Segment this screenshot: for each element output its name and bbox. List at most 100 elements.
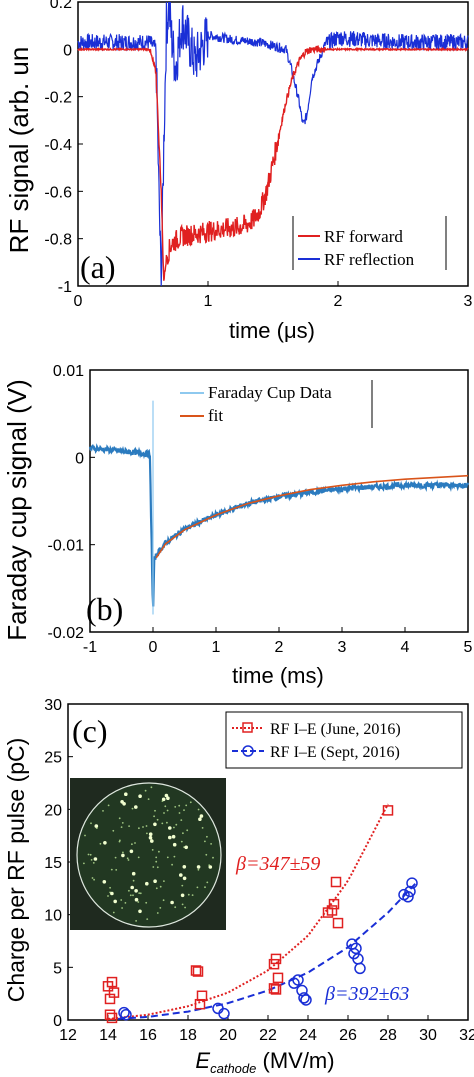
panel-c-inset-emitter bbox=[127, 859, 130, 861]
panel-c-inset-emitter bbox=[134, 889, 138, 893]
panel-a-ytick-label: -0.6 bbox=[44, 184, 72, 201]
panel-b-legend-fit: fit bbox=[208, 406, 223, 425]
panel-c-inset-emitter bbox=[208, 865, 213, 869]
panel-c-inset-emitter bbox=[120, 826, 123, 828]
panel-b-ticks: -1 0 1 2 3 4 5 0.01 0 -0.01 -0.02 bbox=[48, 363, 473, 656]
panel-c-point-june bbox=[196, 990, 208, 1002]
panel-c-inset-emitter bbox=[110, 868, 113, 871]
panel-c-point-sept bbox=[350, 942, 362, 955]
panel-b: -1 0 1 2 3 4 5 0.01 0 -0.01 -0.02 Faraday cup sign… bbox=[2, 363, 473, 688]
panel-c-inset-emitter bbox=[184, 906, 187, 909]
panel-c-inset-emitter bbox=[122, 851, 124, 854]
panel-c-xtick-label: 26 bbox=[339, 1027, 357, 1044]
panel-b-ylabel: Faraday cup signal (V) bbox=[2, 379, 32, 641]
panel-c-inset-emitter bbox=[161, 822, 164, 825]
panel-c-ytick-label: 0 bbox=[53, 1013, 62, 1030]
panel-c-inset-emitter bbox=[112, 911, 115, 914]
panel-c-inset-emitter bbox=[115, 869, 118, 871]
panel-c-ylabel: Charge per RF pulse (pC) bbox=[3, 738, 29, 1003]
panel-c-inset-emitter bbox=[178, 804, 181, 807]
panel-c-inset-emitter bbox=[99, 842, 102, 845]
panel-c-point-june bbox=[332, 917, 344, 929]
panel-c-inset-emitter bbox=[206, 881, 209, 884]
panel-c-inset-emitter bbox=[110, 891, 114, 896]
panel-a-xtick-label: 1 bbox=[204, 293, 213, 310]
panel-c-inset-emitter bbox=[83, 862, 85, 865]
panel-b-xtick-label: 0 bbox=[149, 639, 158, 656]
panel-c-ytick-label: 25 bbox=[44, 750, 62, 767]
panel-b-xtick-label: 2 bbox=[275, 639, 284, 656]
panel-c-inset-emitter bbox=[166, 821, 168, 824]
panel-c: 12 14 16 18 20 22 24 26 28 30 32 0 5 10 15 20 25 30 Charg… bbox=[3, 697, 474, 1076]
panel-c-inset-emitter bbox=[137, 901, 140, 903]
panel-c-inset-emitter bbox=[93, 878, 95, 881]
panel-c-inset-emitter bbox=[186, 829, 189, 832]
panel-c-inset-emitter bbox=[90, 859, 93, 861]
panel-c-inset-emitter bbox=[178, 812, 181, 814]
panel-b-xlabel: time (ms) bbox=[232, 663, 324, 688]
panel-c-point-june bbox=[382, 805, 394, 816]
panel-c-inset-emitter bbox=[173, 826, 175, 829]
panel-c-inset-emitter bbox=[205, 853, 208, 856]
panel-c-inset-ring bbox=[76, 782, 222, 928]
panel-c-inset-emitter bbox=[159, 907, 162, 909]
panel-c-inset-emitter bbox=[95, 827, 98, 829]
panel-c-inset-emitter bbox=[124, 902, 127, 904]
panel-c-inset-emitter bbox=[158, 850, 160, 853]
panel-c-inset-emitter bbox=[196, 886, 199, 889]
panel-c-inset-emitter bbox=[172, 842, 177, 847]
panel-b-xtick-label: 5 bbox=[464, 639, 473, 656]
panel-b-series-data bbox=[88, 443, 470, 607]
panel-c-inset-emitter bbox=[210, 843, 213, 845]
panel-c-inset-emitter bbox=[137, 856, 140, 859]
panel-c-inset-emitter bbox=[171, 863, 174, 866]
panel-c-inset-emitter bbox=[182, 865, 187, 869]
panel-a-lines bbox=[77, 1, 469, 287]
panel-c-xlabel-sub: cathode bbox=[210, 1061, 256, 1076]
panel-c-inset-emitter bbox=[206, 835, 208, 838]
panel-c-inset-emitter bbox=[181, 884, 184, 887]
panel-c-xtick-label: 24 bbox=[299, 1027, 317, 1044]
panel-b-label: (b) bbox=[86, 591, 123, 627]
panel-c-ytick-label: 10 bbox=[44, 908, 62, 925]
panel-c-xtick-label: 22 bbox=[259, 1027, 277, 1044]
panel-c-inset-emitter bbox=[129, 894, 132, 897]
panel-c-legend-marker-june bbox=[242, 722, 253, 733]
panel-c-xtick-label: 18 bbox=[179, 1027, 197, 1044]
panel-c-point-sept bbox=[346, 938, 358, 950]
panel-c-xtick-label: 20 bbox=[219, 1027, 237, 1044]
panel-c-inset-emitter bbox=[89, 853, 92, 856]
panel-c-inset-emitter bbox=[204, 840, 206, 843]
panel-c-points bbox=[102, 805, 418, 1024]
panel-c-inset-emitter bbox=[164, 793, 169, 798]
panel-c-xtick-label: 12 bbox=[59, 1027, 77, 1044]
panel-b-lines bbox=[88, 400, 470, 615]
panel-c-inset-emitter bbox=[153, 815, 156, 818]
panel-c-inset-emitter bbox=[121, 853, 125, 858]
panel-c-point-june bbox=[330, 876, 342, 888]
panel-c-inset-emitter bbox=[156, 912, 159, 914]
panel-c-inset-emitter bbox=[199, 814, 204, 818]
panel-c-inset-emitter bbox=[201, 827, 204, 829]
panel-a-legend-reflection: RF reflection bbox=[324, 250, 415, 269]
panel-c-inset-emitter bbox=[197, 868, 200, 871]
panel-a-xtick-label: 2 bbox=[334, 293, 343, 310]
panel-c-inset-emitter bbox=[107, 895, 109, 897]
panel-b-legend-data: Faraday Cup Data bbox=[208, 383, 332, 402]
panel-c-inset-emitter bbox=[134, 805, 138, 809]
panel-c-inset-emitter bbox=[107, 804, 110, 807]
panel-c-inset-emitter bbox=[102, 810, 104, 812]
panel-a-ytick-label: 0.2 bbox=[50, 0, 72, 12]
panel-c-inset-emitter bbox=[164, 805, 167, 808]
panel-c-inset-emitter bbox=[131, 843, 133, 846]
panel-c-inset-emitter bbox=[103, 841, 107, 845]
panel-c-inset-emitter bbox=[145, 901, 148, 904]
panel-c-xtick-label: 16 bbox=[139, 1027, 157, 1044]
panel-a-ytick-label: -1 bbox=[58, 279, 72, 296]
panel-c-inset-emitter bbox=[156, 818, 159, 821]
panel-c-annotation-sept: β=392±63 bbox=[324, 983, 409, 1005]
panel-c-inset-emitter bbox=[94, 824, 99, 828]
panel-c-inset-emitter bbox=[145, 881, 149, 886]
panel-c-point-june bbox=[268, 983, 280, 994]
